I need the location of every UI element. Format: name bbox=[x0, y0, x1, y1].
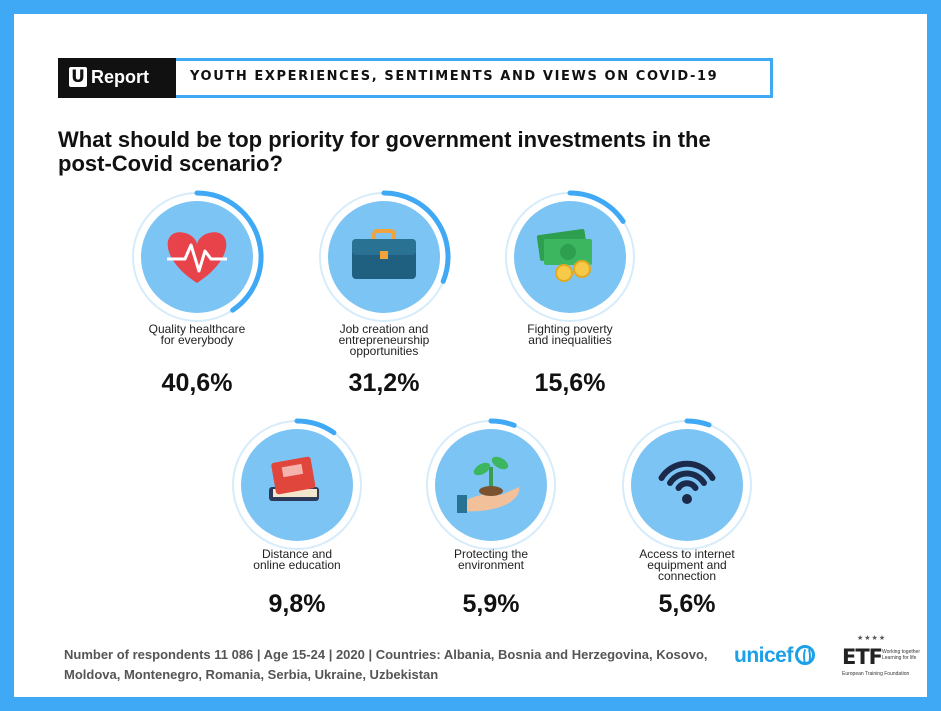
category-label: and inequalities bbox=[528, 333, 611, 347]
heart-pulse-icon bbox=[167, 232, 227, 283]
ureport-logo-text: Report bbox=[91, 67, 149, 87]
value-arc bbox=[684, 418, 712, 428]
hand-sleeve bbox=[457, 495, 467, 513]
category-label: for everybody bbox=[161, 333, 234, 347]
category-label: connection bbox=[658, 569, 716, 583]
wifi-arc-1 bbox=[658, 460, 716, 481]
category-label: Quality healthcare bbox=[149, 322, 246, 336]
coin-left bbox=[555, 264, 573, 282]
chart-question: What should be top priority for governme… bbox=[58, 127, 711, 176]
category-label: Fighting poverty bbox=[527, 322, 612, 336]
category-label: opportunities bbox=[350, 344, 419, 358]
etf-fullname: European Training Foundation bbox=[842, 671, 910, 677]
value-label: 15,6% bbox=[535, 369, 606, 397]
wifi-icon bbox=[658, 460, 716, 504]
category-label: Job creation and bbox=[340, 322, 429, 336]
category-label: equipment and bbox=[647, 558, 726, 572]
value-arc bbox=[488, 418, 517, 428]
banknote-seal bbox=[560, 244, 576, 260]
value-arc bbox=[567, 190, 626, 224]
briefcase-icon bbox=[352, 229, 416, 279]
value-arc bbox=[294, 418, 337, 436]
heart-shape bbox=[167, 232, 227, 283]
unicef-logo: unicef bbox=[734, 644, 815, 668]
eu-stars-icon: ★★★★ bbox=[857, 635, 887, 642]
plant-hand-icon bbox=[457, 456, 520, 513]
plant-leaf-left bbox=[473, 462, 491, 476]
category-label: online education bbox=[253, 558, 340, 572]
value-label: 5,9% bbox=[463, 590, 520, 618]
category-label: environment bbox=[458, 558, 525, 572]
category-label: Distance and bbox=[262, 547, 332, 561]
wifi-arc-2 bbox=[667, 470, 707, 486]
plant-leaf-right bbox=[491, 456, 509, 470]
infographic-card bbox=[14, 14, 927, 697]
value-arc bbox=[194, 190, 264, 313]
priority-item: Job creation andentrepreneurshipopportun… bbox=[319, 190, 451, 397]
value-label: 9,8% bbox=[269, 590, 326, 618]
value-label: 31,2% bbox=[349, 369, 420, 397]
wifi-dot bbox=[682, 494, 692, 504]
unicef-globe-icon bbox=[794, 645, 815, 666]
banner-title: YOUTH EXPERIENCES, SENTIMENTS AND VIEWS … bbox=[190, 69, 719, 84]
books-icon bbox=[269, 456, 319, 501]
soil-mound bbox=[479, 486, 503, 496]
banner-bar bbox=[58, 58, 773, 98]
etf-tagline: Working together Learning for life bbox=[882, 649, 920, 661]
money-coins-icon bbox=[536, 229, 592, 282]
category-label: Access to internet bbox=[639, 547, 735, 561]
wifi-arc-3 bbox=[675, 480, 699, 491]
book-bottom-pages bbox=[273, 489, 317, 497]
ureport-logo: U Report bbox=[58, 58, 176, 98]
footer-note: Number of respondents 11 086 | Age 15-24… bbox=[64, 647, 708, 682]
unicef-wordmark: unicef bbox=[734, 644, 793, 667]
ureport-logo-mark: U bbox=[69, 67, 87, 87]
pulse-line bbox=[167, 243, 227, 273]
etf-wordmark: ETF bbox=[842, 645, 883, 669]
coin-right bbox=[573, 260, 591, 278]
value-label: 40,6% bbox=[162, 369, 233, 397]
category-label: Protecting the bbox=[454, 547, 528, 561]
briefcase-lock bbox=[380, 251, 388, 259]
category-label: entrepreneurship bbox=[339, 333, 430, 347]
briefcase-flap bbox=[352, 239, 416, 255]
book-top-label bbox=[281, 463, 304, 478]
value-label: 5,6% bbox=[659, 590, 716, 618]
etf-logo: ★★★★ ETF Working together Learning for l… bbox=[842, 634, 922, 684]
value-arc bbox=[381, 190, 451, 284]
hand-shape bbox=[461, 487, 520, 512]
